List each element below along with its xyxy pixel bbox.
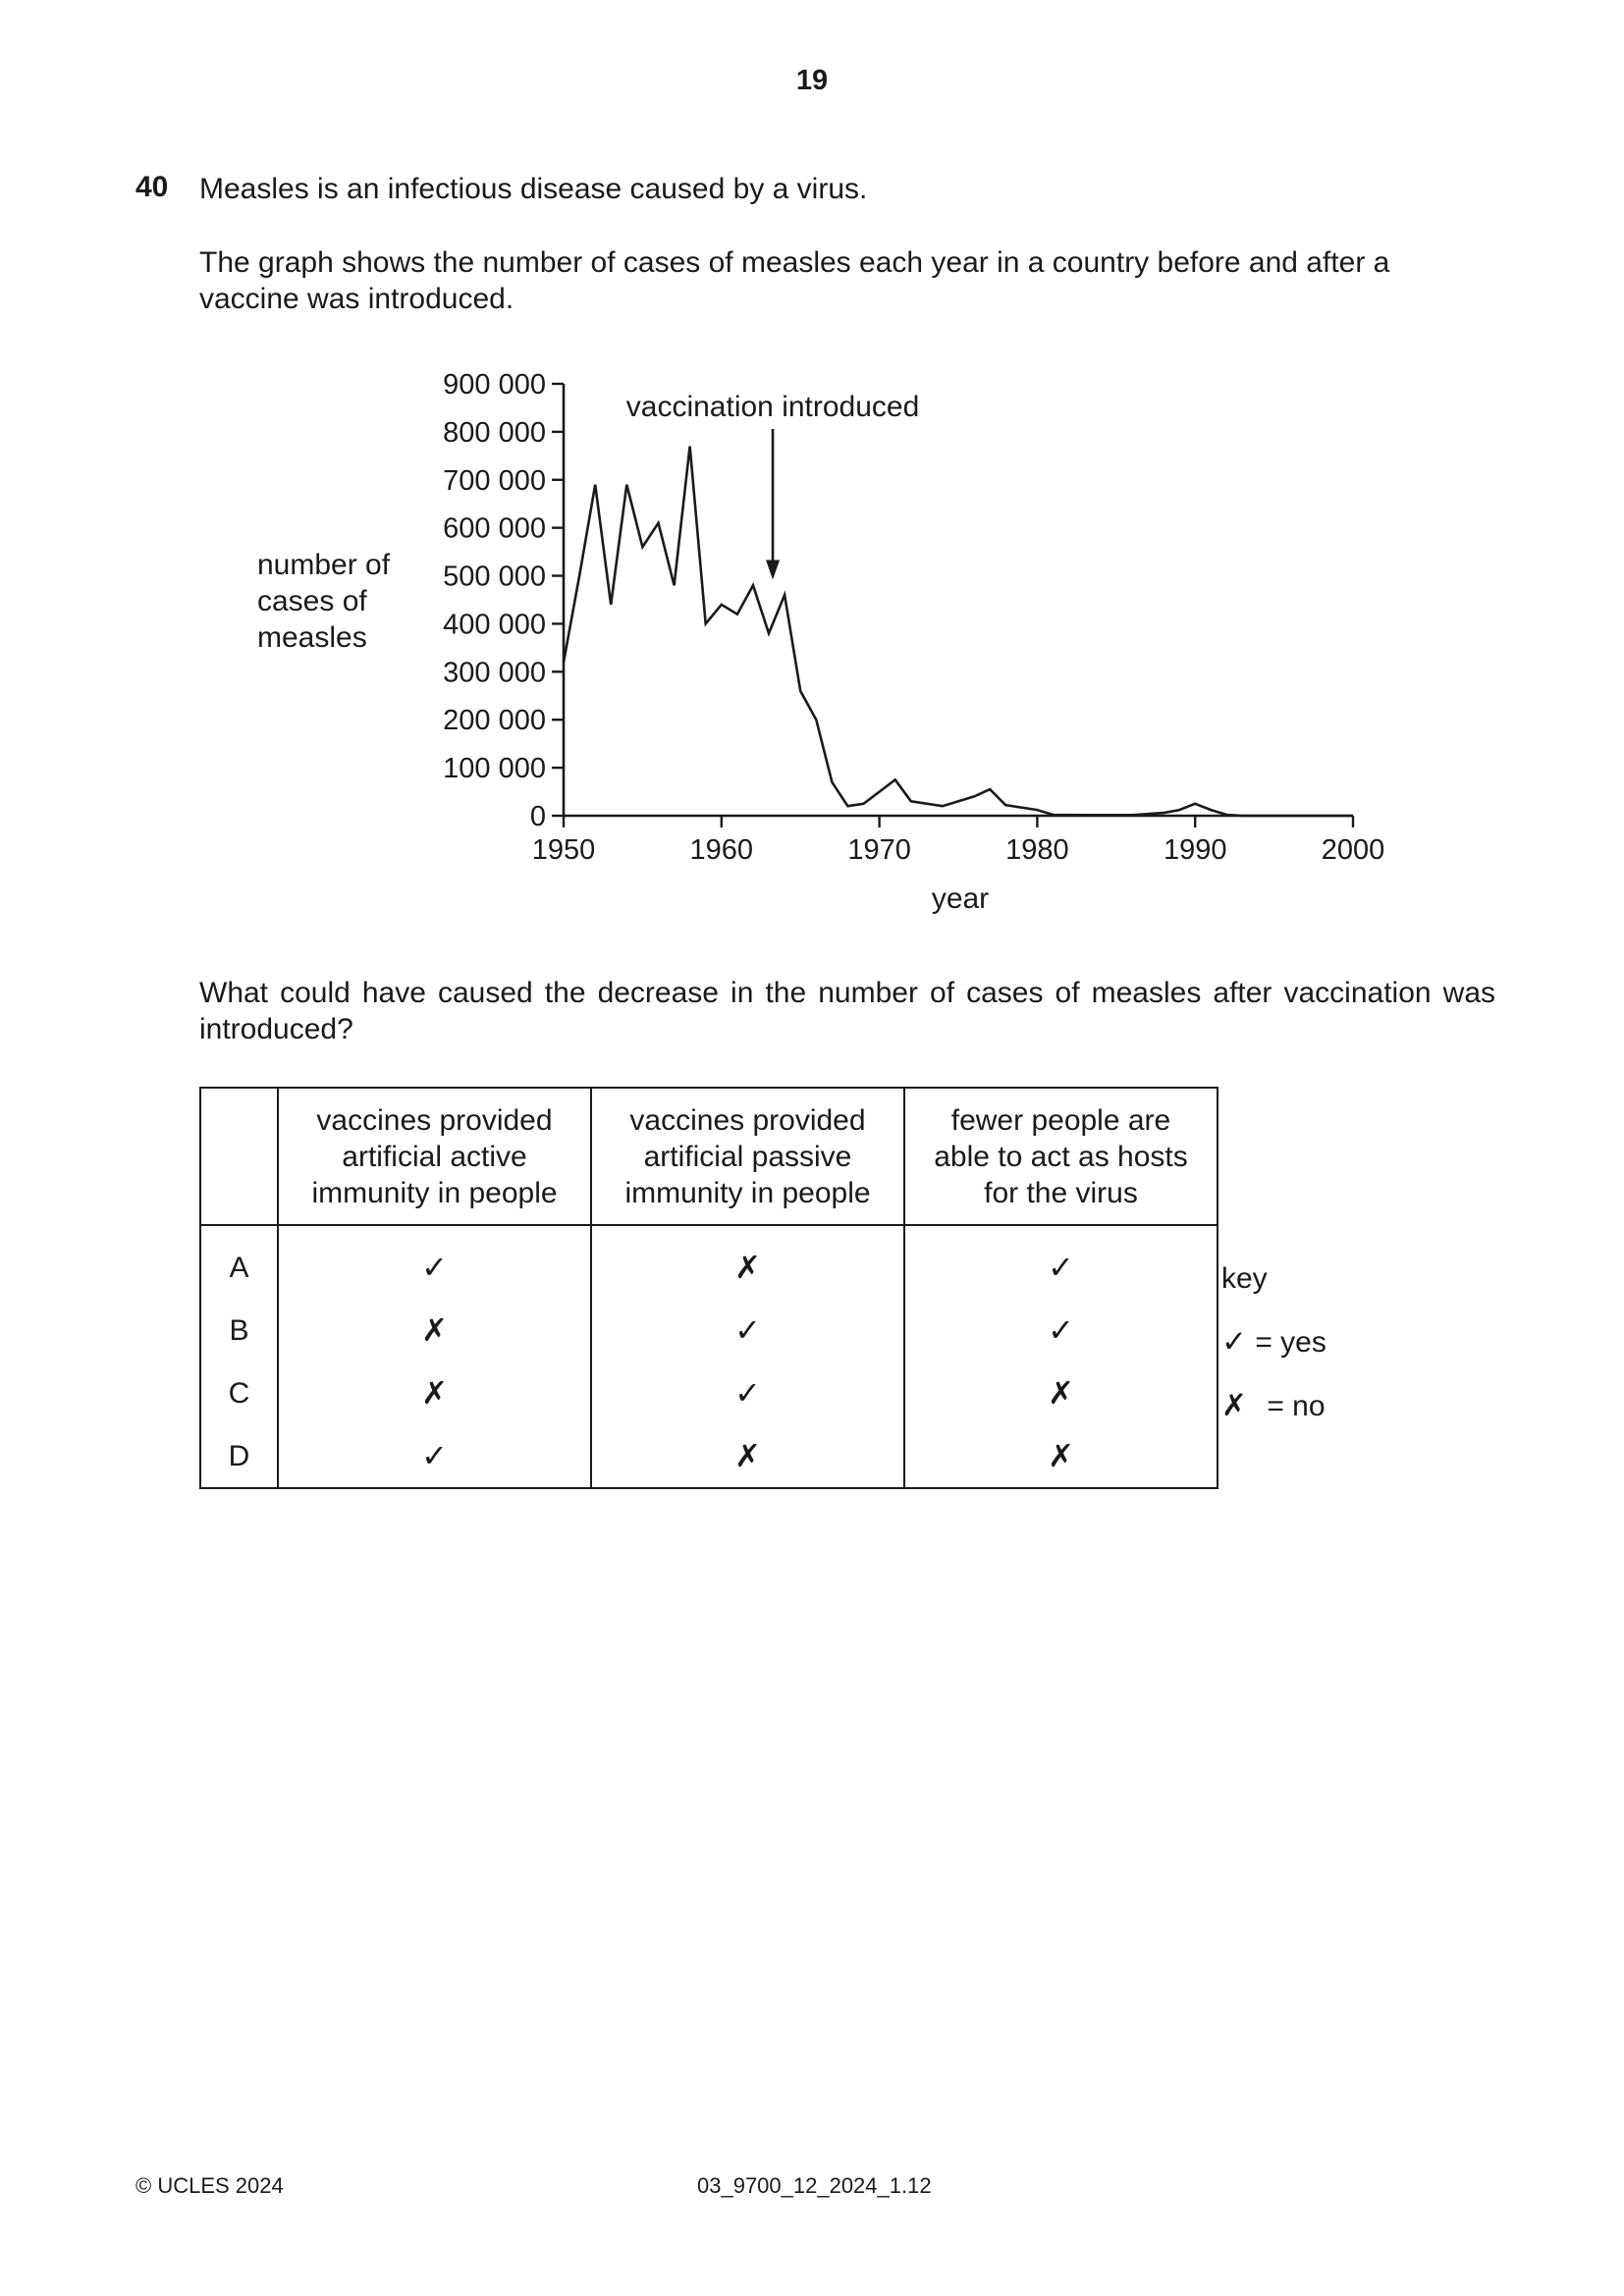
cross-icon: ✗ [1221, 1388, 1247, 1423]
x-tick-label: 1980 [1005, 834, 1069, 866]
y-tick-label: 800 000 [443, 417, 546, 449]
table-cell-mark: ✓ [903, 1299, 1218, 1362]
y-tick-label: 600 000 [443, 513, 546, 545]
question-number: 40 [135, 171, 169, 203]
x-axis: 1950 1960 1970 1980 1990 2000 [532, 814, 1385, 866]
y-axis: 0 100 000 200 000 300 000 400 000 500 000 600 … [443, 369, 566, 832]
y-tick-label: 0 [530, 801, 546, 832]
x-axis-title: year [932, 882, 989, 915]
header-line: fewer people are [950, 1103, 1171, 1137]
table-cell-mark: ✓ [590, 1362, 905, 1424]
key-no-row: ✗ = no [1221, 1374, 1326, 1438]
question-stem: The graph shows the number of cases of m… [199, 246, 1390, 315]
question-prompt: What could have caused the decrease in t… [199, 977, 1495, 1045]
table-header-fewer-hosts: fewer people are able to act as hosts fo… [903, 1087, 1218, 1226]
cases-series-line [562, 446, 1353, 818]
table-cell-mark: ✗ [590, 1225, 905, 1299]
option-letter[interactable]: A [199, 1225, 279, 1299]
y-axis-label-line: cases of [257, 585, 367, 617]
y-tick-label: 900 000 [443, 369, 546, 400]
y-axis-label: number of cases of measles [257, 547, 390, 656]
y-tick-label: 100 000 [443, 753, 546, 784]
table-cell-mark: ✗ [277, 1299, 592, 1362]
y-tick-label: 300 000 [443, 657, 546, 688]
header-line: for the virus [984, 1176, 1138, 1209]
key-yes-text: = yes [1255, 1326, 1326, 1359]
footer-copyright: © UCLES 2024 [135, 2173, 284, 2198]
annotation-arrowhead [766, 560, 781, 580]
x-tick-label: 1960 [690, 834, 754, 866]
table-row[interactable]: C ✗ ✓ ✗ [199, 1362, 1218, 1424]
table-cell-mark: ✓ [590, 1299, 905, 1362]
table-cell-mark: ✗ [903, 1362, 1218, 1424]
answer-options-table: vaccines provided artificial active immu… [199, 1087, 1218, 1489]
key-title: key [1221, 1262, 1268, 1295]
y-tick-label: 200 000 [443, 705, 546, 736]
option-letter[interactable]: B [199, 1299, 279, 1362]
check-icon: ✓ [1221, 1324, 1247, 1360]
page-number: 19 [795, 65, 829, 96]
y-axis-label-line: measles [257, 621, 367, 654]
option-letter[interactable]: C [199, 1362, 279, 1424]
table-cell-mark: ✓ [903, 1225, 1218, 1299]
key-no-text: = no [1267, 1390, 1326, 1422]
x-tick-label: 1970 [847, 834, 911, 866]
table-cell-mark: ✗ [903, 1424, 1218, 1489]
measles-cases-line-chart: 0 100 000 200 000 300 000 400 000 500 000 600 … [443, 369, 1385, 915]
header-line: immunity in people [311, 1176, 558, 1209]
table-cell-mark: ✗ [277, 1362, 592, 1424]
question-intro: Measles is an infectious disease caused … [199, 173, 868, 205]
table-row[interactable]: A ✓ ✗ ✓ [199, 1225, 1218, 1299]
table-cell-mark: ✓ [277, 1424, 592, 1489]
header-line: immunity in people [624, 1176, 871, 1209]
vaccination-annotation: vaccination introduced [626, 391, 920, 580]
header-line: able to act as hosts [934, 1140, 1188, 1173]
table-header-passive-immunity: vaccines provided artificial passive imm… [590, 1087, 905, 1226]
key-legend: key ✓ = yes ✗ = no [1221, 1248, 1326, 1438]
table-row[interactable]: D ✓ ✗ ✗ [199, 1424, 1218, 1489]
y-axis-label-line: number of [257, 549, 391, 581]
annotation-label: vaccination introduced [626, 391, 920, 423]
y-tick-label: 400 000 [443, 609, 546, 640]
key-yes-row: ✓ = yes [1221, 1310, 1326, 1374]
y-tick-label: 500 000 [443, 561, 546, 593]
y-tick-label: 700 000 [443, 465, 546, 497]
option-letter[interactable]: D [199, 1424, 279, 1489]
table-cell-mark: ✗ [590, 1424, 905, 1489]
table-row[interactable]: B ✗ ✓ ✓ [199, 1299, 1218, 1362]
x-tick-label: 2000 [1322, 834, 1385, 866]
header-line: artificial active [342, 1140, 527, 1173]
header-line: vaccines provided [316, 1103, 553, 1137]
table-header-row: vaccines provided artificial active immu… [199, 1087, 1218, 1226]
table-header-active-immunity: vaccines provided artificial active immu… [277, 1087, 592, 1226]
x-tick-label: 1950 [532, 834, 596, 866]
footer-paper-code: 03_9700_12_2024_1.12 [697, 2173, 932, 2198]
header-line: artificial passive [643, 1140, 852, 1173]
header-line: vaccines provided [629, 1103, 866, 1137]
table-cell-mark: ✓ [277, 1225, 592, 1299]
x-tick-label: 1990 [1164, 834, 1227, 866]
table-header-empty [199, 1087, 279, 1226]
